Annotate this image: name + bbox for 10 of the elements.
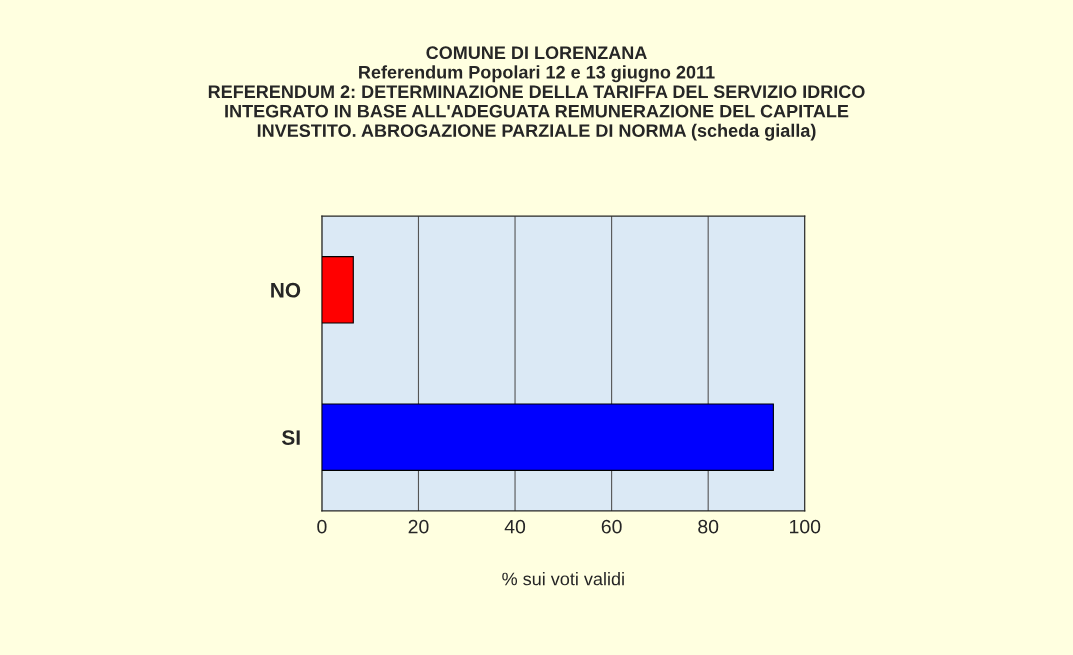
x-tick-label: 20: [408, 519, 429, 534]
y-tick-label: NO: [271, 282, 301, 298]
x-tick-label: 40: [504, 519, 526, 534]
x-tick-label: 100: [790, 519, 821, 534]
x-axis-title: % sui voti validi: [502, 572, 624, 586]
y-tick-label: SI: [281, 430, 300, 445]
x-tick-label: 80: [698, 519, 719, 534]
x-tick-label: 60: [601, 519, 622, 534]
x-tick-label: 0: [317, 519, 327, 534]
chart-title: COMUNE DI LORENZANA Referendum Popolari 12 e 13 giugno 2011 REFERENDUM 2: DETERMINAZIONE DELLA TARIFFA DEL SERVIZIO IDRICO INTEGRATO IN BASE ALL'ADEGUATA REMUNERAZIONE DEL CAPITALE INVESTITO. ABROGAZIONE PARZIALE DI NORMA (scheda gialla): [208, 46, 865, 141]
